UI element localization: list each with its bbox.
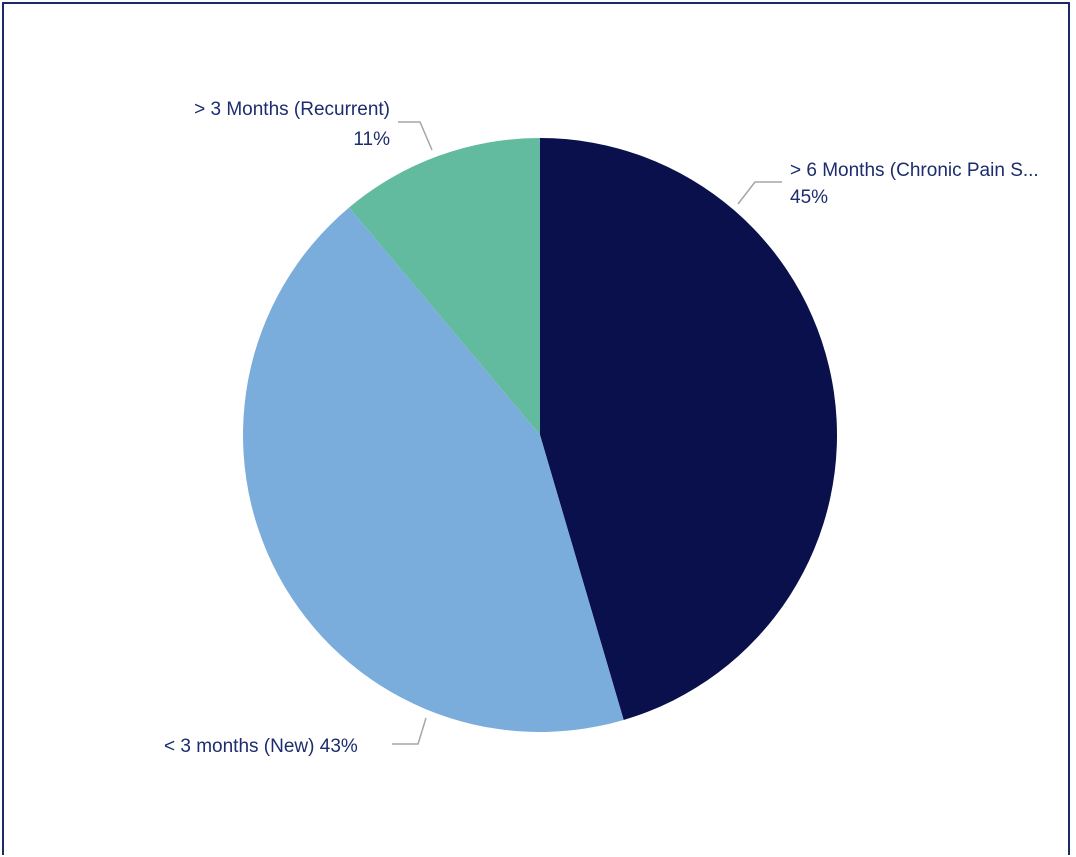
pie-slice-recurrent [349,138,540,435]
slice-label-chronic: > 6 Months (Chronic Pain S... [790,160,1039,181]
slice-label-recurrent: > 3 Months (Recurrent) [194,99,390,120]
pie-slice-chronic [540,138,837,720]
pie-slices [242,138,837,732]
slice-value-recurrent: 11% [353,129,390,150]
leader-line-chronic [737,181,782,205]
leader-line-new [392,717,427,745]
leader-line-recurrent [398,121,433,151]
slice-label-new: < 3 months (New) 43% [164,736,358,757]
slice-value-chronic: 45% [790,187,828,208]
pie-slice-new [242,207,624,732]
